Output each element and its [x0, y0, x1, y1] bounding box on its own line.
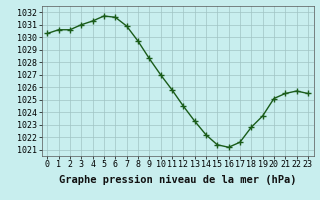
X-axis label: Graphe pression niveau de la mer (hPa): Graphe pression niveau de la mer (hPa): [59, 175, 296, 185]
